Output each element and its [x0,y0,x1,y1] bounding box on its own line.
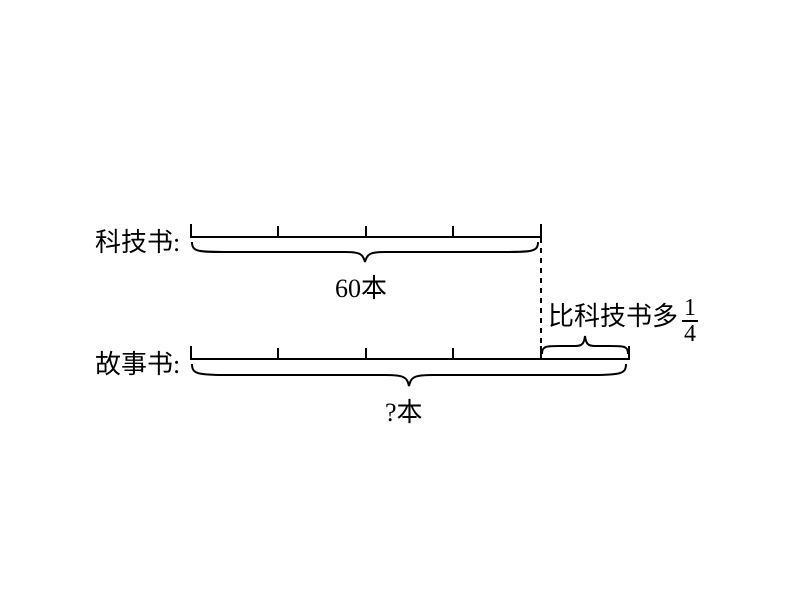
bar2-tick-3 [452,348,454,358]
fraction-den: 4 [682,322,698,346]
bar1-tick-2 [365,226,367,236]
bar1-tick-0 [190,224,192,238]
bar2-tick-2 [365,348,367,358]
row2-label: 故事书: [95,344,180,381]
bar2-tick-0 [190,346,192,360]
bar1-tick-3 [452,226,454,236]
row1-brace [190,240,540,268]
extra-brace-label: 比科技书多 1 4 [548,294,698,344]
bar1-tick-4 [540,224,542,238]
fraction: 1 4 [682,296,698,346]
extra-label-prefix: 比科技书多 [548,302,678,331]
row2-brace-label: ?本 [385,392,423,429]
row1-label: 科技书: [95,222,180,259]
bar1-baseline [190,236,540,238]
row1-brace-label: 60本 [335,268,387,305]
bar2-tick-1 [277,348,279,358]
diagram-container: { "diagram": { "row1": { "label": "科技书:"… [0,0,794,596]
row2-brace [190,362,628,392]
fraction-num: 1 [682,296,698,322]
bar2-baseline [190,358,628,360]
bar1-tick-1 [277,226,279,236]
